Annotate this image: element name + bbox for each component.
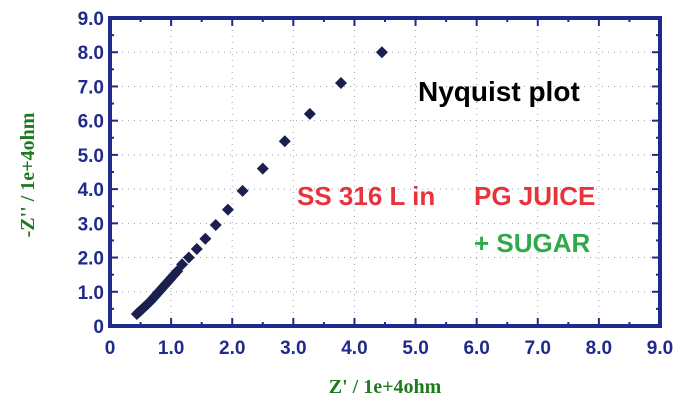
data-points xyxy=(130,46,388,321)
data-point xyxy=(236,184,249,197)
data-point xyxy=(256,162,269,175)
x-tick-label: 5.0 xyxy=(402,338,428,359)
y-tick-label: 9.0 xyxy=(78,9,104,30)
y-tick-label: 5.0 xyxy=(78,146,104,167)
data-point xyxy=(278,135,291,148)
x-tick-label: 4.0 xyxy=(341,338,367,359)
y-tick-label: 6.0 xyxy=(78,112,104,133)
y-tick-label: 4.0 xyxy=(78,180,104,201)
x-axis-title: Z' / 1e+4ohm xyxy=(329,376,442,398)
y-tick-labels: 0 1.0 2.0 3.0 4.0 5.0 6.0 7.0 8.0 9.0 xyxy=(78,9,104,338)
x-tick-label: 2.0 xyxy=(219,338,245,359)
x-tick-label: 1.0 xyxy=(158,338,184,359)
annotation-ss316l: SS 316 L in xyxy=(297,181,435,211)
data-point xyxy=(303,107,316,120)
data-point xyxy=(176,258,189,271)
data-point xyxy=(182,251,195,264)
annotation-pg-juice: PG JUICE xyxy=(474,181,595,211)
data-point xyxy=(209,219,222,232)
data-point xyxy=(335,77,347,90)
x-tick-labels: 0 1.0 2.0 3.0 4.0 5.0 6.0 7.0 8.0 9.0 xyxy=(105,338,674,359)
data-point xyxy=(199,232,212,245)
data-point xyxy=(221,203,234,216)
y-tick-label: 2.0 xyxy=(78,249,104,270)
tick-marks xyxy=(109,17,661,327)
y-tick-label: 0 xyxy=(93,317,104,338)
x-tick-label: 3.0 xyxy=(280,338,306,359)
x-tick-label: 0 xyxy=(105,338,116,359)
y-axis-title: -Z'' / 1e+4ohm xyxy=(17,112,39,237)
plot-frame xyxy=(108,16,662,328)
x-tick-label: 7.0 xyxy=(525,338,551,359)
x-tick-label: 6.0 xyxy=(463,338,489,359)
data-point xyxy=(375,46,388,59)
data-point xyxy=(190,243,203,255)
x-tick-label: 8.0 xyxy=(586,338,612,359)
y-tick-label: 8.0 xyxy=(78,43,104,64)
annotation-nyquist-plot: Nyquist plot xyxy=(418,76,580,107)
x-tick-label: 9.0 xyxy=(647,338,673,359)
grid-lines xyxy=(110,18,660,326)
annotation-sugar: + SUGAR xyxy=(474,228,591,258)
y-tick-label: 1.0 xyxy=(78,283,104,304)
y-tick-label: 3.0 xyxy=(78,214,104,235)
y-tick-label: 7.0 xyxy=(78,77,104,98)
